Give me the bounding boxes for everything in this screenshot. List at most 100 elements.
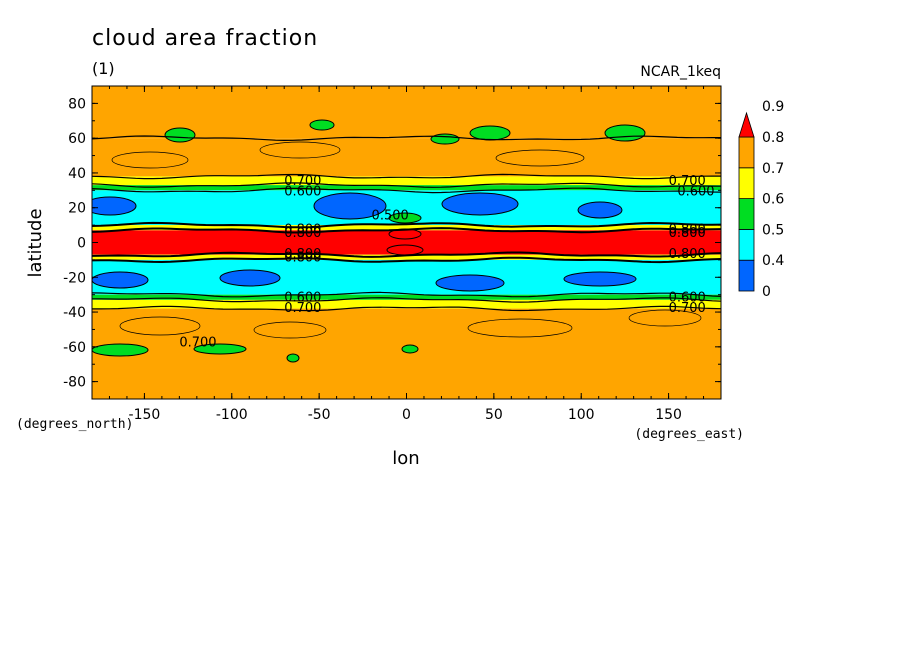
colorbar-swatch	[738, 111, 755, 138]
contour-loop	[628, 309, 702, 327]
contour-loop	[467, 318, 573, 338]
y-tick-label: 20	[68, 201, 86, 217]
cell-blob	[193, 343, 247, 355]
y-tick-label: 80	[68, 96, 86, 112]
x-axis-units: (degrees_east)	[634, 427, 744, 442]
band	[92, 299, 721, 309]
colorbar-swatch	[738, 198, 755, 230]
y-tick-label: 40	[68, 166, 86, 182]
contour-label: 0.600	[677, 184, 714, 199]
x-tick-label: -100	[216, 407, 248, 423]
cell-blob	[469, 125, 511, 141]
y-tick-label: -20	[63, 270, 86, 286]
band	[92, 225, 721, 231]
colorbar-label: 0.8	[762, 130, 784, 146]
contour-line	[92, 173, 721, 180]
contour-label: 0.600	[669, 290, 706, 305]
y-tick-label: 0	[77, 236, 86, 252]
cell-blob	[401, 344, 419, 354]
x-axis: -150 -100 -50 0 50 100 150	[108, 86, 705, 423]
x-tick-label: -50	[308, 407, 331, 423]
contour-label: 0.600	[284, 290, 321, 305]
cell-blob	[435, 274, 505, 292]
cell-blob	[388, 212, 422, 224]
cell-blob	[430, 133, 460, 145]
cell-blob	[92, 271, 149, 289]
y-axis: 80 60 40 20 0 -20 -40 -60 -80	[63, 85, 721, 400]
contour-line	[92, 227, 721, 234]
y-axis-units: (degrees_north)	[16, 417, 133, 432]
chart-subtitle: (1)	[92, 59, 115, 78]
y-tick-label: -40	[63, 305, 86, 321]
colorbar-swatch	[738, 136, 755, 169]
cell-blob	[164, 127, 196, 143]
colorbar-swatch	[738, 228, 755, 261]
band	[92, 138, 721, 177]
x-tick-label: 150	[655, 407, 682, 423]
contour-label: 0.800	[284, 247, 321, 262]
cell-blob	[92, 196, 137, 216]
contour-line	[92, 221, 721, 229]
contour-label: 0.700	[284, 174, 321, 189]
contour-line	[92, 291, 721, 298]
band	[92, 308, 721, 399]
contour-loop	[111, 151, 189, 169]
cell-blob	[441, 192, 519, 216]
y-axis-label: latitude	[25, 208, 46, 277]
contour-line	[92, 187, 721, 194]
chart-title: cloud area fraction	[92, 26, 318, 51]
x-axis-label: lon	[392, 448, 419, 469]
x-tick-label: 0	[402, 407, 411, 423]
cell-blob	[92, 343, 149, 357]
contour-loop	[495, 149, 585, 167]
y-tick-label: -80	[63, 375, 86, 391]
x-tick-label: -150	[129, 407, 161, 423]
cell-blob	[286, 353, 300, 363]
colorbar-label: 0.5	[762, 222, 784, 238]
cell-blob	[309, 119, 335, 131]
contour-label: 0.800	[284, 223, 321, 238]
contour-label: 0.700	[179, 336, 216, 351]
band	[92, 294, 721, 300]
contour-line	[92, 256, 721, 264]
contour-loop	[253, 321, 327, 339]
cell-blob-layer	[92, 119, 702, 363]
x-tick-label: 100	[568, 407, 595, 423]
cell-blob	[313, 192, 387, 220]
contour-loop	[259, 141, 341, 159]
contour-label: 0.700	[669, 174, 706, 189]
colorbar-swatch	[738, 167, 755, 200]
contour-loop	[119, 316, 201, 336]
contour-label: 0.800	[669, 226, 706, 241]
contour-line	[92, 297, 721, 303]
y-tick-label: 60	[68, 131, 86, 147]
y-tick-label: -60	[63, 340, 86, 356]
colorbar-label: 0.9	[762, 99, 784, 115]
contour-label: 0.800	[669, 223, 706, 238]
colorbar-swatch	[738, 259, 755, 292]
contour-label: 0.600	[284, 184, 321, 199]
band	[92, 254, 721, 260]
colorbar-label: 0	[762, 284, 771, 300]
contour-label: 0.800	[284, 250, 321, 265]
x-tick-label: 50	[485, 407, 503, 423]
contour-line	[92, 305, 721, 312]
contour-line	[92, 135, 721, 142]
colorbar-label: 0.6	[762, 192, 784, 208]
contour-label: 0.800	[284, 226, 321, 241]
band	[92, 176, 721, 186]
source-label: NCAR_1keq	[640, 64, 721, 80]
band	[92, 185, 721, 191]
contour-label: 0.500	[372, 209, 409, 224]
colorbar-label: 0.4	[762, 253, 784, 269]
colorbar: 0 0.4 0.5 0.6 0.7 0.8 0.9	[738, 99, 784, 300]
colorbar-label: 0.7	[762, 161, 784, 177]
contour-line	[92, 182, 721, 188]
contour-label: 0.700	[284, 301, 321, 316]
cell-blob	[577, 201, 623, 219]
cell-blob	[386, 244, 424, 256]
contour-label: 0.800	[669, 247, 706, 262]
contour-line	[92, 251, 721, 258]
